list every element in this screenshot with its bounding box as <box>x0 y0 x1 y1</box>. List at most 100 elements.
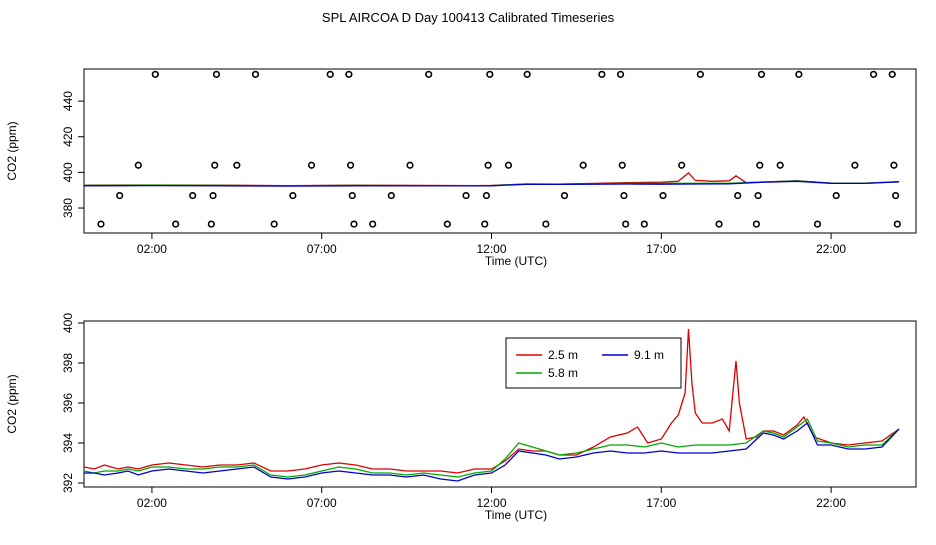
scatter-point <box>326 70 334 78</box>
scatter-point <box>756 161 764 169</box>
scatter-point <box>270 220 278 228</box>
scatter-point <box>851 161 859 169</box>
data-area <box>84 328 900 482</box>
scatter-point <box>189 191 197 200</box>
scatter-point <box>598 70 606 78</box>
scatter-point <box>207 220 215 228</box>
legend-label: 5.8 m <box>548 366 578 380</box>
scatter-point <box>482 191 491 200</box>
scatter-point <box>369 220 377 228</box>
scatter-point <box>233 161 241 169</box>
y-tick-label: 400 <box>61 313 75 333</box>
scatter-point <box>696 70 704 78</box>
scatter-point <box>579 161 587 169</box>
scatter-point <box>659 191 667 200</box>
scatter-point <box>523 70 531 78</box>
scatter-point <box>618 161 626 169</box>
scatter-point <box>97 220 105 228</box>
scatter-point <box>622 220 630 228</box>
scatter-point <box>387 191 395 200</box>
legend: 2.5 m 9.1 m 5.8 m <box>505 337 682 389</box>
scatter-point <box>892 191 900 200</box>
scatter-point <box>251 70 260 78</box>
x-tick-label: 17:00 <box>646 242 676 256</box>
scatter-point <box>481 220 489 228</box>
scatter-point <box>443 220 451 228</box>
scatter-point <box>151 70 159 78</box>
scatter-point <box>616 70 625 78</box>
x-axis-label: Time (UTC) <box>485 254 547 268</box>
scatter-point <box>640 220 648 228</box>
scatter-point <box>560 191 569 200</box>
y-axis-label: CO2 (ppm) <box>5 374 19 433</box>
chart-title: SPL AIRCOA D Day 100413 Calibrated Times… <box>322 10 615 25</box>
scatter-point <box>888 70 896 78</box>
scatter-point <box>212 70 221 78</box>
scatter-point <box>542 220 550 228</box>
scatter-point <box>795 70 803 78</box>
series-line-58m <box>84 417 900 478</box>
scatter-point <box>346 161 355 169</box>
series-line-25m <box>84 328 900 474</box>
y-axis-label: CO2 (ppm) <box>5 121 19 180</box>
scatter-point <box>486 70 494 78</box>
scatter-point <box>134 161 142 169</box>
scatter-point <box>893 220 901 228</box>
x-tick-label: 07:00 <box>307 496 337 510</box>
y-tick-label: 394 <box>61 433 75 453</box>
legend-box <box>505 337 682 389</box>
scatter-point <box>752 220 760 228</box>
series-line-91m <box>84 180 900 187</box>
scatter-point <box>350 220 358 228</box>
bottom-panel: 02:00 07:00 12:00 17:00 22:00 Time (UTC) 392 39… <box>5 313 917 522</box>
scatter-point <box>890 161 898 169</box>
legend-label: 9.1 m <box>634 348 664 362</box>
scatter-point <box>345 70 353 78</box>
x-tick-label: 12:00 <box>476 242 506 256</box>
scatter-point <box>776 161 784 169</box>
scatter-point <box>813 220 822 228</box>
data-area <box>84 172 900 187</box>
y-tick-label: 380 <box>61 198 75 218</box>
x-tick-label: 02:00 <box>137 242 167 256</box>
series-line-25m <box>84 172 900 187</box>
scatter-point <box>678 161 686 169</box>
scatter-point <box>504 161 513 169</box>
scatter-point <box>209 191 217 200</box>
top-panel: 02:00 07:00 12:00 17:00 22:00 Time (UTC) 380 40… <box>5 68 917 268</box>
series-line-91m <box>84 421 900 482</box>
plot-frame <box>83 320 917 488</box>
y-tick-label: 392 <box>61 473 75 493</box>
scatter-point <box>715 220 723 228</box>
x-axis-label: Time (UTC) <box>485 508 547 522</box>
x-tick-label: 02:00 <box>137 496 167 510</box>
scatter-point <box>425 70 433 78</box>
y-tick-label: 400 <box>61 162 75 182</box>
scatter-point <box>620 191 628 200</box>
x-tick-label: 22:00 <box>816 242 846 256</box>
y-tick-label: 420 <box>61 126 75 146</box>
scatter-point <box>869 70 878 78</box>
x-tick-label: 12:00 <box>476 496 506 510</box>
scatter-point <box>406 161 414 169</box>
scatter-point <box>484 161 492 169</box>
scatter-point <box>289 191 297 200</box>
y-tick-label: 440 <box>61 91 75 111</box>
scatter-point <box>462 191 470 200</box>
scatter-point <box>734 191 742 200</box>
scatter-point <box>172 220 180 228</box>
scatter-point <box>116 191 124 200</box>
scatter-point <box>754 191 762 200</box>
scatter-point <box>832 191 840 200</box>
scatter-point <box>307 161 316 169</box>
scatter-point <box>757 70 766 78</box>
scatter-point <box>211 161 219 169</box>
plot-frame <box>83 68 917 234</box>
scatter-point <box>348 191 356 200</box>
x-tick-label: 22:00 <box>816 496 846 510</box>
legend-label: 2.5 m <box>548 348 578 362</box>
x-tick-label: 17:00 <box>646 496 676 510</box>
x-tick-label: 07:00 <box>307 242 337 256</box>
